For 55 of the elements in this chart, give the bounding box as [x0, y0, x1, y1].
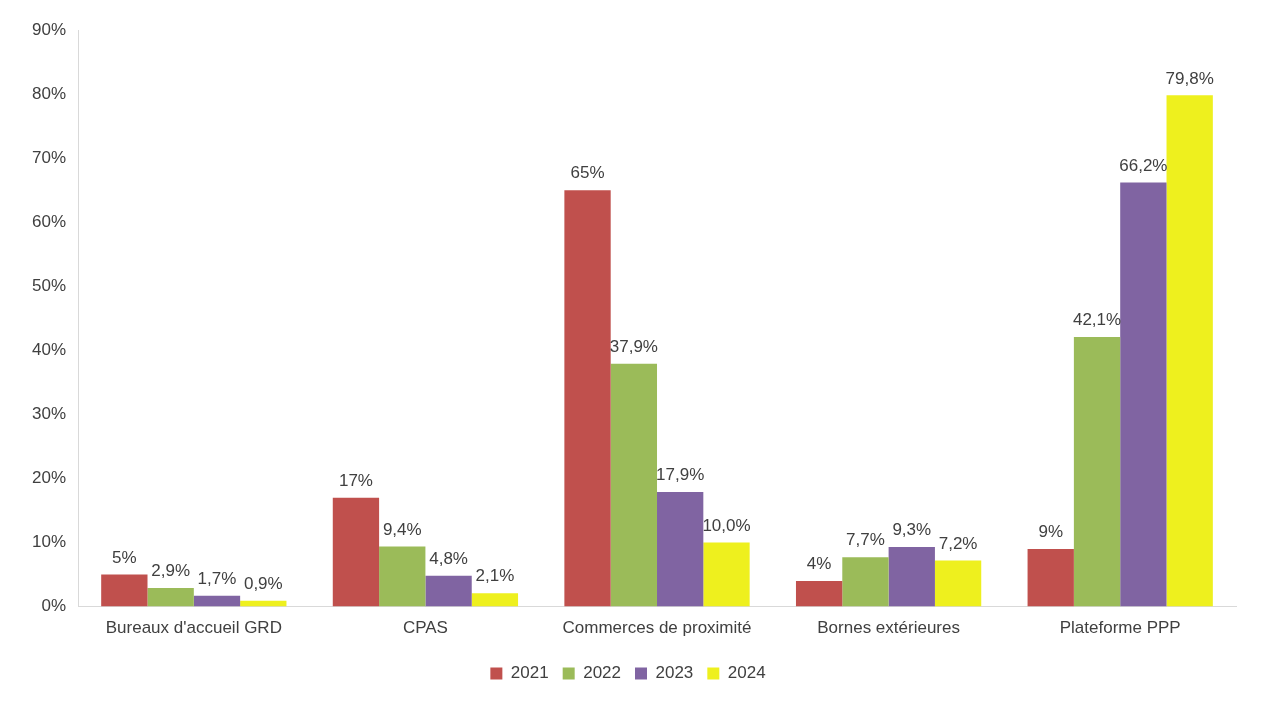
- legend-label: 2021: [510, 663, 549, 683]
- bar: [1073, 336, 1121, 607]
- data-label: 4,8%: [429, 549, 468, 569]
- y-tick-label: 40%: [31, 340, 67, 360]
- bar: [332, 497, 380, 607]
- bar: [425, 575, 472, 607]
- bar: [610, 363, 658, 607]
- y-tick-label: 60%: [31, 211, 67, 231]
- data-label: 4%: [806, 554, 832, 574]
- x-tick-label: Commerces de proximité: [562, 618, 752, 638]
- bar: [193, 595, 241, 607]
- legend-label: 2022: [583, 663, 622, 683]
- y-tick-label: 70%: [31, 147, 67, 167]
- y-tick-label: 80%: [31, 83, 67, 103]
- data-label: 9,3%: [892, 520, 932, 540]
- bar: [888, 547, 935, 607]
- bar: [101, 574, 148, 607]
- bar: [1166, 95, 1213, 607]
- x-tick-label: Bureaux d'accueil GRD: [105, 618, 282, 638]
- legend-label: 2023: [655, 663, 694, 683]
- x-tick-label: Plateforme PPP: [1059, 618, 1181, 638]
- bar: [147, 588, 194, 607]
- bar: [1027, 548, 1074, 607]
- data-label: 0,9%: [243, 574, 283, 594]
- data-label: 2,1%: [475, 566, 515, 586]
- bar: [1120, 182, 1167, 607]
- data-label: 65%: [570, 163, 605, 183]
- y-tick-label: 0%: [41, 596, 67, 616]
- bar: [795, 580, 843, 607]
- bar: [703, 542, 750, 607]
- bar: [842, 557, 889, 607]
- data-label: 9,4%: [382, 519, 422, 539]
- bar: [471, 593, 519, 607]
- data-label: 2,9%: [151, 561, 191, 581]
- y-tick-label: 30%: [31, 404, 67, 424]
- y-tick-label: 20%: [31, 468, 67, 488]
- data-label: 10,0%: [702, 515, 751, 535]
- y-tick-label: 90%: [31, 19, 67, 39]
- data-label: 7,2%: [938, 533, 978, 553]
- bar: [934, 560, 982, 607]
- x-tick-label: CPAS: [402, 618, 448, 638]
- data-label: 79,8%: [1165, 68, 1214, 88]
- y-tick-label: 50%: [31, 275, 67, 295]
- data-label: 17%: [338, 470, 373, 490]
- data-label: 9%: [1038, 522, 1064, 542]
- data-label: 7,7%: [846, 530, 885, 550]
- legend-label: 2024: [727, 663, 766, 683]
- data-label: 5%: [112, 547, 137, 567]
- y-tick-label: 10%: [31, 532, 67, 552]
- bar: [657, 491, 704, 607]
- data-label: 17,9%: [656, 465, 705, 485]
- data-label: 1,7%: [197, 568, 237, 588]
- bar: [564, 190, 611, 607]
- bar: [379, 546, 426, 607]
- x-tick-label: Bornes extérieures: [817, 618, 960, 638]
